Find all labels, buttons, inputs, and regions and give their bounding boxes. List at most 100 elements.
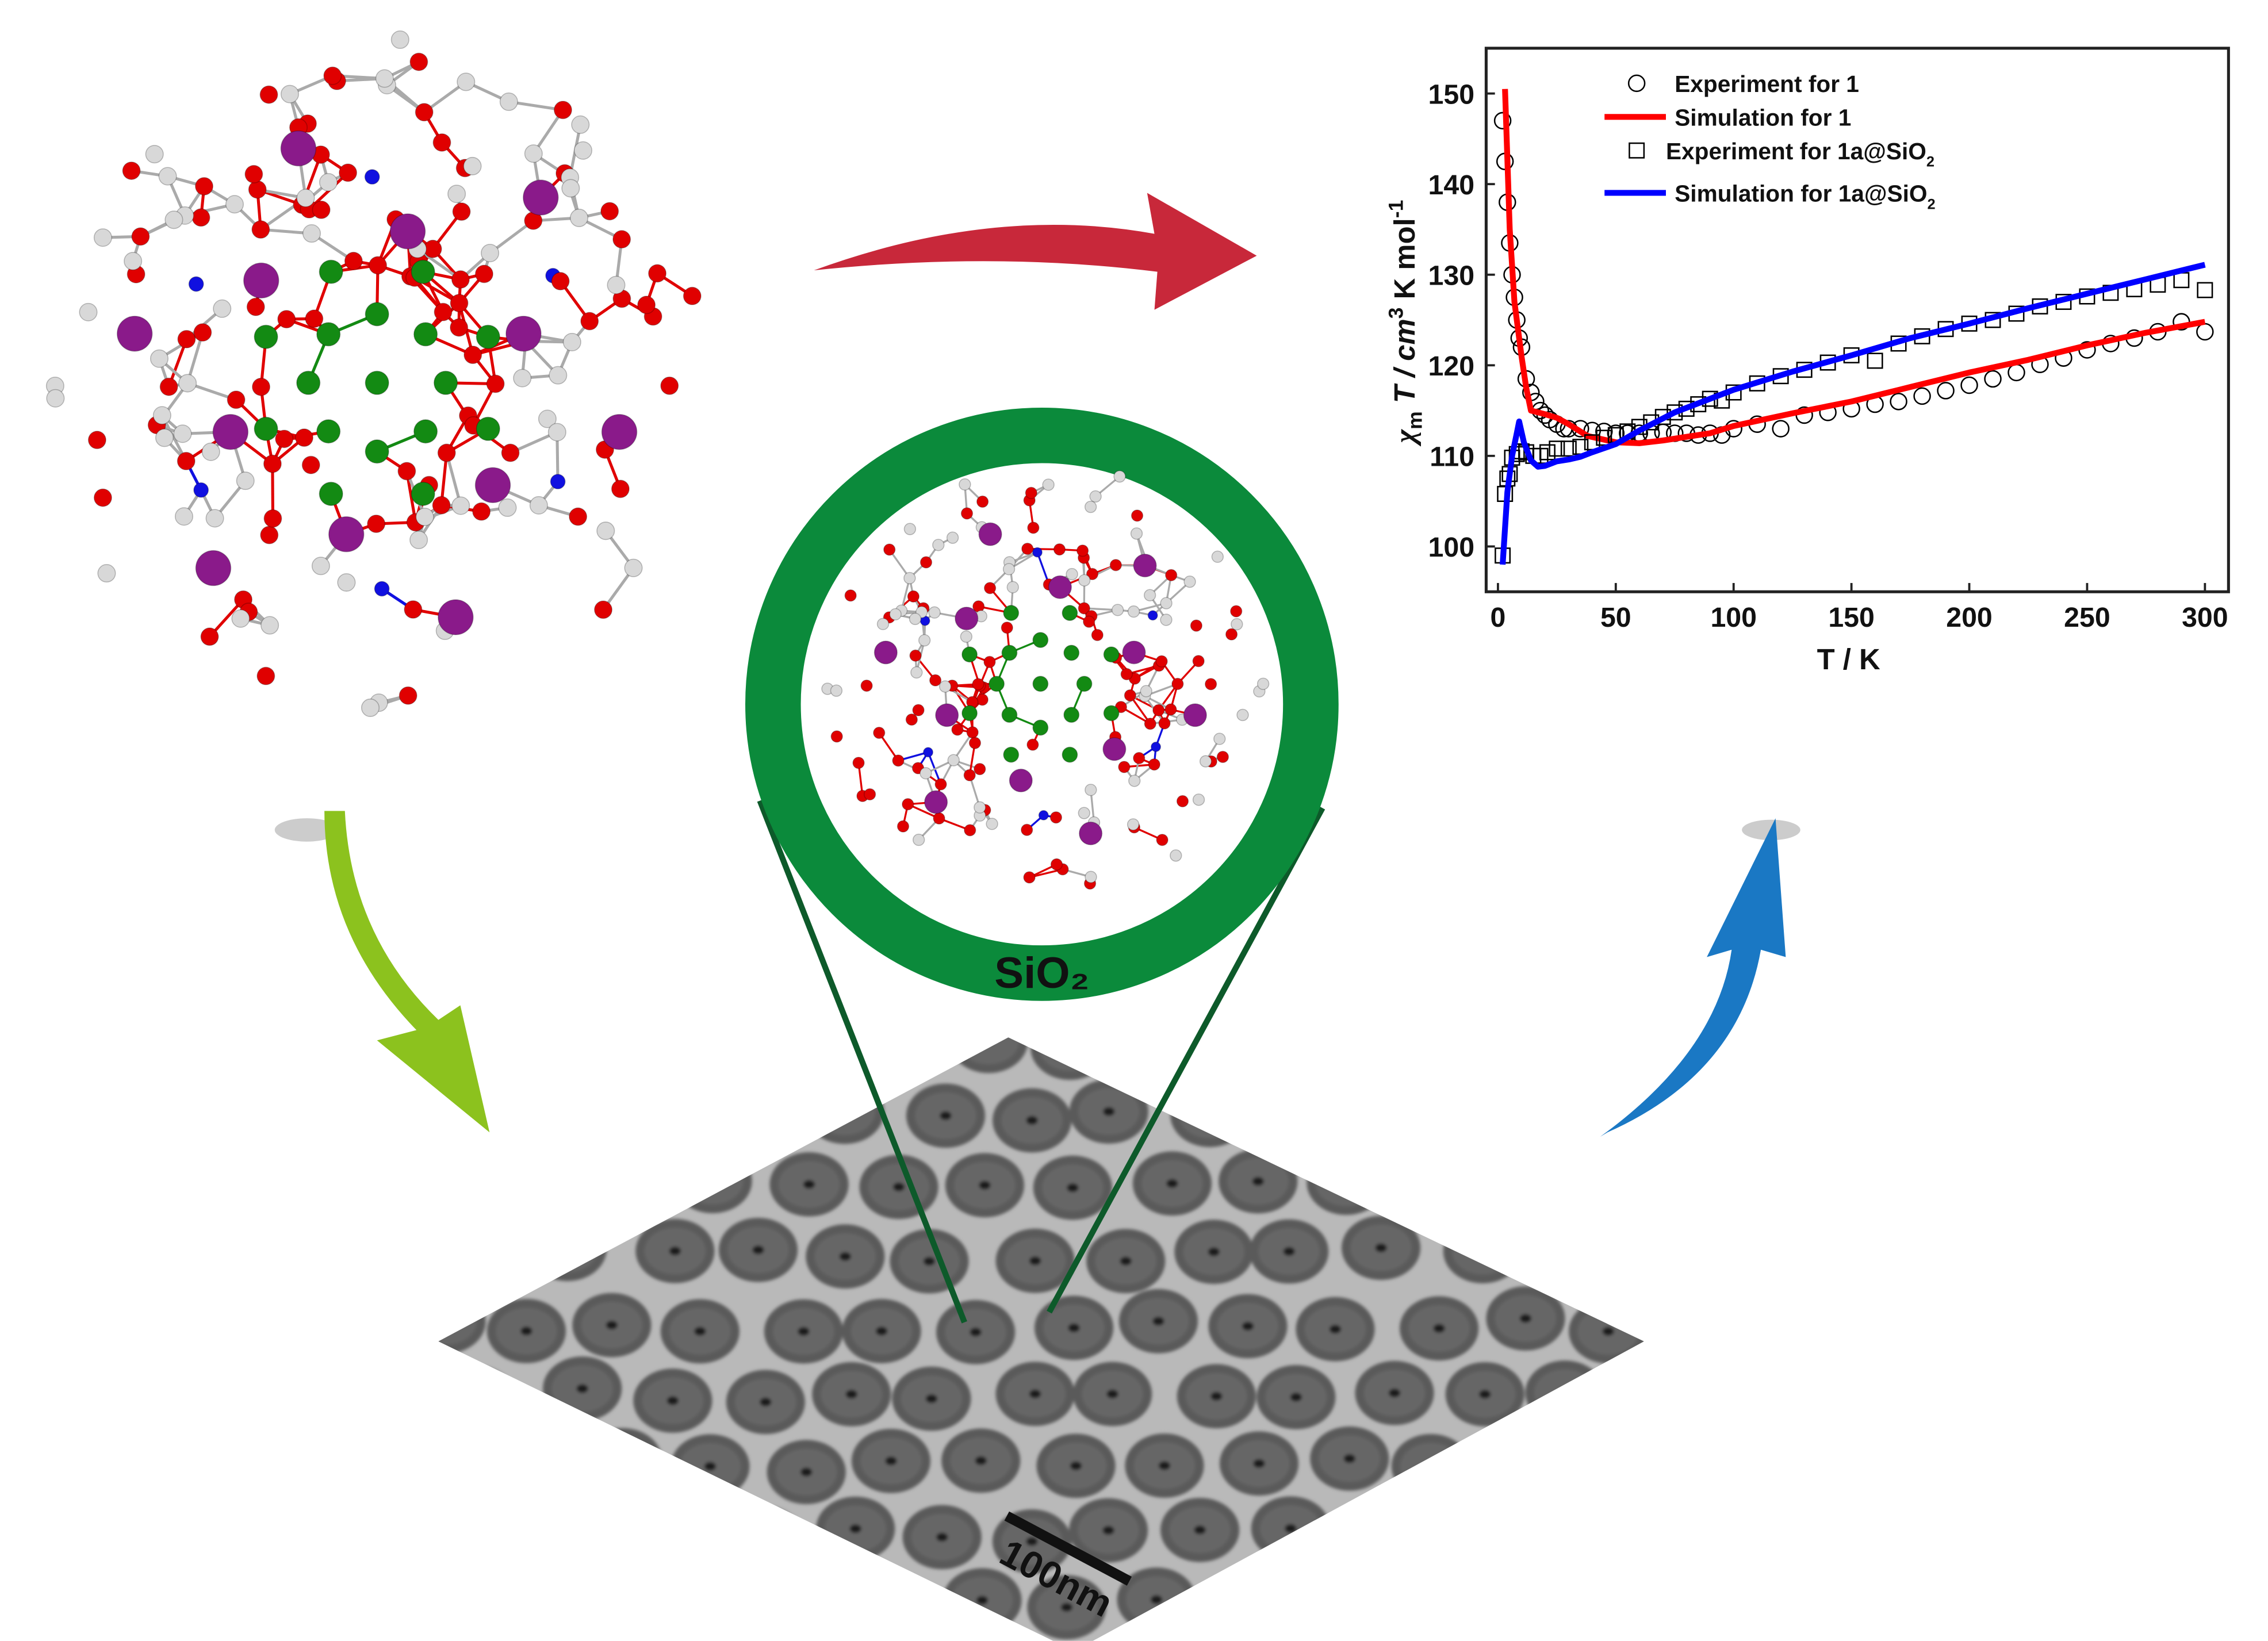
atom-O <box>1192 655 1205 668</box>
atom-O <box>964 824 976 837</box>
atom-O <box>860 679 873 692</box>
atom-C <box>481 244 500 263</box>
atom-C <box>547 423 566 442</box>
atom-metal <box>1079 821 1103 846</box>
legend-label: Experiment for 1 <box>1675 71 1859 97</box>
atom-C <box>150 349 168 368</box>
data-point <box>2197 282 2213 298</box>
atom-green <box>365 439 389 464</box>
atom-C <box>337 573 356 592</box>
atom-O <box>1001 621 1013 634</box>
atom-O <box>830 730 843 743</box>
atom-metal <box>1102 737 1127 761</box>
atom-O <box>968 737 982 749</box>
atom-green <box>433 370 458 395</box>
nanoparticle <box>1132 1151 1212 1216</box>
atom-O <box>1144 718 1156 730</box>
silica-shell-ring <box>745 407 1339 1001</box>
scale-bar-line <box>1004 1511 1132 1586</box>
atom-O <box>920 556 933 569</box>
atom-O <box>450 318 469 337</box>
atom-O <box>339 163 358 182</box>
atom-C <box>1256 677 1270 690</box>
atom-C <box>457 72 476 91</box>
nanoparticle <box>992 1509 1072 1574</box>
atom-C <box>1128 775 1141 787</box>
y-tick-label: 110 <box>1430 442 1474 473</box>
molecular-cluster-structure <box>45 30 702 717</box>
nanoparticle <box>1069 1079 1148 1144</box>
atom-N <box>1151 741 1162 752</box>
data-point <box>1772 420 1790 438</box>
data-point <box>1560 440 1577 457</box>
y-tick-label: 130 <box>1428 260 1475 292</box>
atom-metal <box>195 550 232 586</box>
atom-O <box>611 480 630 499</box>
atom-O <box>122 161 141 180</box>
atom-metal <box>243 262 279 299</box>
atom-O <box>1230 605 1243 618</box>
atom-O <box>1049 811 1063 824</box>
atom-C <box>1078 574 1091 586</box>
atom-C <box>1127 818 1140 831</box>
atom-C <box>910 666 923 679</box>
atom-C <box>1006 581 1019 593</box>
atom-C <box>260 616 279 635</box>
atom-C <box>928 606 941 619</box>
x-tick-label: 0 <box>1490 602 1505 633</box>
atom-O <box>1050 858 1063 871</box>
atom-green <box>296 370 321 395</box>
atom-C <box>1042 478 1055 491</box>
legend-label: Experiment for 1a@SiO2 <box>1666 138 1934 170</box>
atom-O <box>972 678 984 691</box>
data-point <box>1539 444 1556 461</box>
nanoparticle <box>1250 1219 1329 1284</box>
atom-C <box>876 618 890 630</box>
red-arrow-icon <box>814 193 1257 310</box>
atom-metal <box>505 316 542 352</box>
atom-C <box>947 754 960 766</box>
atom-C <box>1231 618 1243 631</box>
atom-N <box>1038 810 1049 820</box>
atom-O <box>415 103 434 122</box>
atom-O <box>246 297 265 316</box>
atom-C <box>46 389 65 408</box>
nanoparticle <box>1296 1297 1375 1362</box>
atom-C <box>946 531 959 544</box>
atom-C <box>447 185 466 204</box>
atom-O <box>963 769 976 781</box>
atom-O <box>594 600 613 619</box>
nanoparticle <box>1036 1433 1116 1498</box>
atom-O <box>1190 619 1203 632</box>
atom-green <box>365 302 389 327</box>
atom-C <box>932 539 945 551</box>
atom-C <box>164 210 183 229</box>
nanoparticle <box>635 1218 715 1283</box>
atom-O <box>472 502 491 521</box>
atom-C <box>124 252 143 271</box>
data-point <box>1984 370 2002 388</box>
atom-C <box>205 509 224 528</box>
atom-O <box>195 177 214 195</box>
atom-O <box>912 704 925 716</box>
atom-O <box>177 329 196 348</box>
nanoparticle <box>892 1366 971 1431</box>
atom-green <box>1003 605 1020 622</box>
atom-O <box>434 302 453 321</box>
atom-C <box>1160 597 1173 609</box>
atom-C <box>463 156 482 175</box>
atom-O <box>200 627 219 646</box>
atom-O <box>909 649 922 662</box>
nanoparticle <box>633 1368 712 1433</box>
atom-O <box>648 264 667 283</box>
atom-C <box>375 69 394 88</box>
chart-legend: Experiment for 1 Simulation for 1 Experime… <box>1604 71 1936 212</box>
legend-marker-circle <box>1627 74 1646 93</box>
nanoparticle <box>1208 1294 1288 1359</box>
atom-green <box>1063 645 1080 661</box>
atom-metal <box>280 130 317 167</box>
atom-green <box>476 324 500 349</box>
atom-C <box>1236 708 1249 722</box>
atom-O <box>852 757 865 769</box>
